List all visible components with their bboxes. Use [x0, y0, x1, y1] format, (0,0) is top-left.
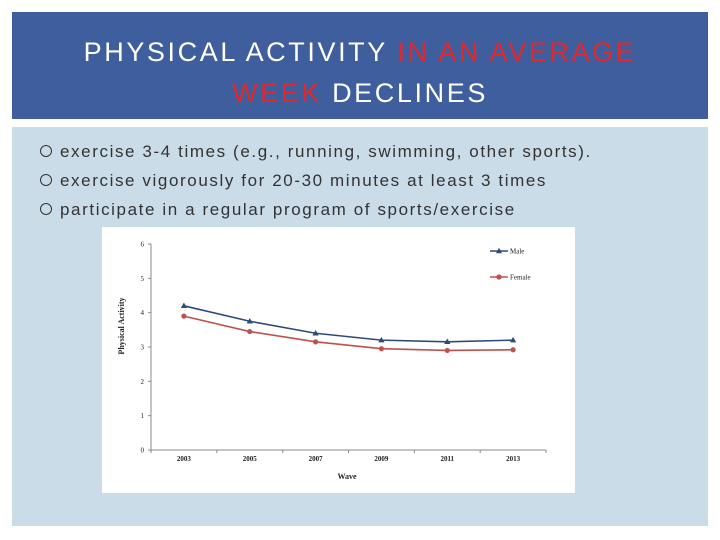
x-tick-label: 2011	[440, 455, 454, 463]
data-point-male	[180, 302, 188, 308]
y-tick-label: 6	[141, 241, 145, 249]
x-tick-label: 2005	[243, 455, 258, 463]
y-tick-label: 5	[141, 275, 145, 283]
data-point-female	[247, 328, 253, 335]
bullet-item: exercise 3-4 times (e.g., running, swimm…	[34, 139, 592, 168]
circle-bullet-icon	[40, 203, 52, 215]
x-tick-label: 2003	[177, 455, 192, 463]
data-point-male	[444, 338, 451, 345]
chart-axes	[148, 243, 547, 453]
y-tick-label: 3	[141, 344, 145, 352]
y-axis-label: Physical Activity	[117, 297, 126, 354]
data-point-female	[510, 347, 516, 353]
title-text-1: PHYSICAL ACTIVITY	[83, 37, 398, 67]
chart-panel: 0 1 2 3 4 5 6 2003 2005 2007 2009 2011 2013 Male Fem…	[102, 227, 575, 493]
bullet-text: exercise vigorously for 20-30 minutes at…	[60, 171, 548, 190]
series-line-male	[183, 305, 514, 343]
series-lines	[180, 302, 517, 354]
bullet-text: participate in a regular program of spor…	[60, 200, 516, 219]
y-tick-label: 4	[141, 309, 145, 317]
x-tick-label: 2007	[309, 455, 324, 463]
bullet-list: exercise 3-4 times (e.g., running, swimm…	[34, 139, 592, 226]
x-tick-labels: 2003 2005 2007 2009 2011 2013	[177, 455, 521, 463]
title-highlight-2: WEEK	[232, 78, 322, 108]
title-text-2: DECLINES	[321, 78, 488, 108]
slide-title: PHYSICAL ACTIVITY IN AN AVERAGE WEEK DECL…	[12, 32, 708, 114]
x-axis-label: Wave	[337, 472, 357, 481]
bullet-item: participate in a regular program of spor…	[34, 197, 592, 226]
x-tick-label: 2013	[506, 455, 521, 463]
data-point-male	[312, 329, 319, 336]
series-line-female	[183, 315, 514, 352]
legend-label-male: Male	[510, 248, 524, 256]
data-point-male	[509, 336, 517, 343]
data-point-female	[444, 347, 450, 354]
y-tick-labels: 0 1 2 3 4 5 6	[141, 241, 145, 455]
data-point-male	[246, 317, 253, 324]
data-point-male	[378, 336, 385, 343]
data-point-female	[181, 313, 187, 319]
y-tick-label: 1	[141, 412, 145, 420]
legend-marker-male	[496, 247, 502, 254]
y-tick-label: 0	[141, 447, 145, 455]
line-chart: 0 1 2 3 4 5 6 2003 2005 2007 2009 2011 2013 Male Fem…	[117, 241, 547, 481]
legend-label-female: Female	[510, 274, 531, 282]
chart-legend: Male Female	[490, 248, 531, 282]
data-point-female	[312, 339, 319, 345]
title-highlight-1: IN AN AVERAGE	[397, 37, 637, 67]
title-banner: PHYSICAL ACTIVITY IN AN AVERAGE WEEK DECL…	[12, 12, 708, 119]
circle-bullet-icon	[40, 145, 52, 157]
data-point-female	[378, 346, 385, 352]
legend-marker-female	[496, 274, 502, 280]
bullet-text: exercise 3-4 times (e.g., running, swimm…	[60, 142, 592, 161]
x-tick-label: 2009	[374, 455, 389, 463]
circle-bullet-icon	[40, 174, 52, 186]
bullet-item: exercise vigorously for 20-30 minutes at…	[34, 168, 592, 197]
y-tick-label: 2	[141, 378, 145, 386]
